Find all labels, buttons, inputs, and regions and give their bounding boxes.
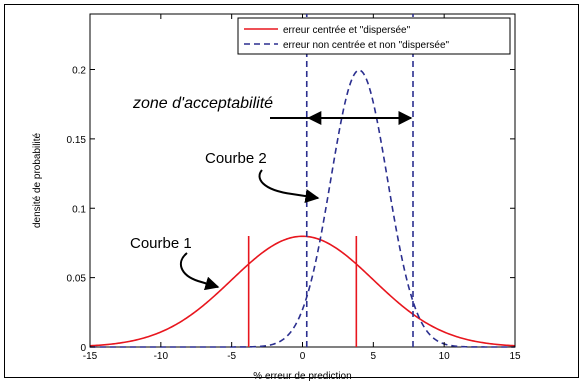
curve-2-arrow — [258, 169, 320, 204]
y-tick-label: 0.1 — [72, 204, 86, 215]
x-tick-label: -5 — [227, 351, 236, 362]
y-tick-label: 0.2 — [72, 66, 86, 77]
curve-1-arrow — [179, 252, 220, 291]
legend-entry-1: erreur centrée et "dispersée" — [283, 25, 411, 36]
curve-2-label: Courbe 2 — [205, 150, 267, 167]
y-tick-label: 0.15 — [67, 135, 87, 146]
x-tick-label: 10 — [439, 351, 451, 362]
x-axis-label: % erreur de prediction — [253, 371, 351, 382]
zone-label: zone d'acceptabilité — [132, 95, 273, 112]
figure-frame — [4, 4, 579, 378]
y-axis-label: densité de probabilité — [32, 133, 43, 229]
x-tick-label: -10 — [154, 351, 169, 362]
x-tick-label: 5 — [371, 351, 377, 362]
y-tick-label: 0 — [80, 343, 86, 354]
x-tick-label: 0 — [300, 351, 306, 362]
legend-box — [237, 17, 511, 55]
curve-1-label: Courbe 1 — [130, 235, 192, 252]
series-1-curve — [89, 235, 516, 347]
y-tick-label: 0.05 — [67, 274, 87, 285]
x-tick-label: -15 — [83, 351, 98, 362]
legend-entry-2: erreur non centrée et non "dispersée" — [283, 40, 450, 51]
x-tick-label: 15 — [509, 351, 521, 362]
plot-area — [89, 13, 516, 348]
